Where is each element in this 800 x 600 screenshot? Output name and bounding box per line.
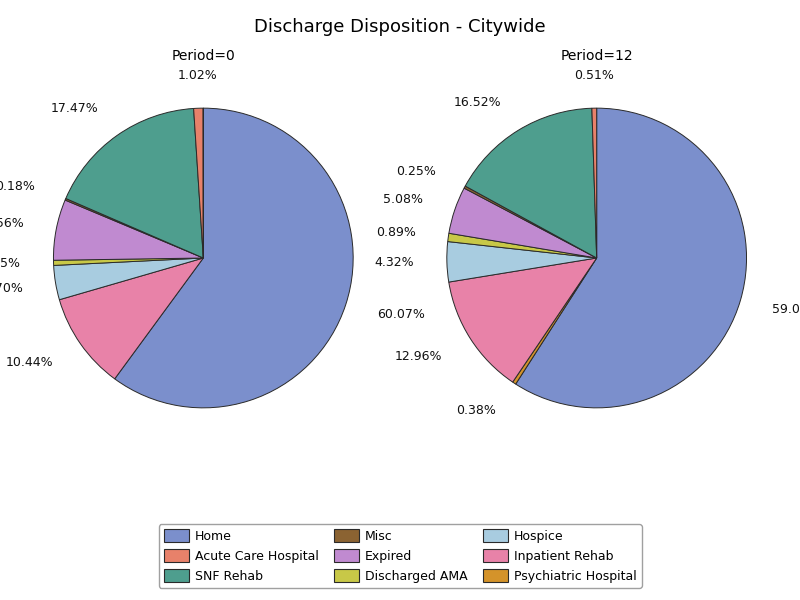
- Legend: Home, Acute Care Hospital, SNF Rehab, Misc, Expired, Discharged AMA, Hospice, In: Home, Acute Care Hospital, SNF Rehab, Mi…: [158, 524, 642, 588]
- Wedge shape: [59, 258, 203, 379]
- Wedge shape: [516, 108, 746, 408]
- Text: 3.70%: 3.70%: [0, 281, 23, 295]
- Wedge shape: [114, 108, 353, 408]
- Wedge shape: [54, 258, 203, 265]
- Text: 17.47%: 17.47%: [50, 102, 98, 115]
- Text: 0.18%: 0.18%: [0, 180, 35, 193]
- Wedge shape: [194, 108, 203, 258]
- Text: 0.55%: 0.55%: [0, 257, 21, 271]
- Wedge shape: [54, 200, 203, 260]
- Text: 16.52%: 16.52%: [454, 96, 501, 109]
- Text: 5.08%: 5.08%: [383, 193, 423, 206]
- Wedge shape: [65, 199, 203, 258]
- Wedge shape: [464, 186, 597, 258]
- Text: 0.89%: 0.89%: [376, 226, 415, 239]
- Title: Period=12: Period=12: [560, 49, 633, 62]
- Wedge shape: [592, 108, 597, 258]
- Wedge shape: [513, 258, 597, 384]
- Text: 59.09%: 59.09%: [772, 303, 800, 316]
- Wedge shape: [66, 109, 203, 258]
- Text: 60.07%: 60.07%: [377, 308, 425, 322]
- Wedge shape: [448, 233, 597, 258]
- Wedge shape: [54, 258, 203, 300]
- Text: 0.51%: 0.51%: [574, 69, 614, 82]
- Text: 0.25%: 0.25%: [396, 165, 436, 178]
- Wedge shape: [447, 242, 597, 282]
- Text: 1.02%: 1.02%: [178, 69, 218, 82]
- Text: Discharge Disposition - Citywide: Discharge Disposition - Citywide: [254, 18, 546, 36]
- Wedge shape: [449, 188, 597, 258]
- Text: 10.44%: 10.44%: [6, 356, 54, 369]
- Wedge shape: [466, 108, 597, 258]
- Text: 6.56%: 6.56%: [0, 217, 24, 230]
- Wedge shape: [449, 258, 597, 382]
- Text: 0.38%: 0.38%: [456, 404, 496, 417]
- Title: Period=0: Period=0: [171, 49, 235, 62]
- Text: 12.96%: 12.96%: [395, 350, 442, 363]
- Text: 4.32%: 4.32%: [374, 256, 414, 269]
